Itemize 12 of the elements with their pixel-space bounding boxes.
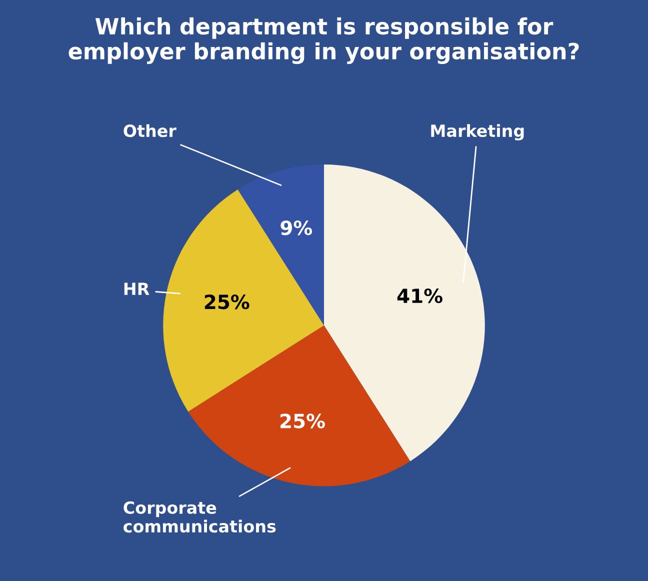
pie-slice xyxy=(188,325,410,486)
pie-slice xyxy=(324,164,485,462)
chart-title: Which department is responsible for employer branding in your organisation? xyxy=(68,17,579,64)
data-label: 41% xyxy=(397,288,442,304)
data-label: 25% xyxy=(280,414,325,428)
slice-label: Corporate communications xyxy=(124,501,276,533)
data-label: 25% xyxy=(204,294,250,310)
slice-label: Marketing xyxy=(431,124,524,140)
data-label: 9% xyxy=(280,220,312,236)
pie-slice xyxy=(163,190,324,412)
slice-label: Other xyxy=(124,124,176,138)
slice-label: HR xyxy=(124,282,150,295)
